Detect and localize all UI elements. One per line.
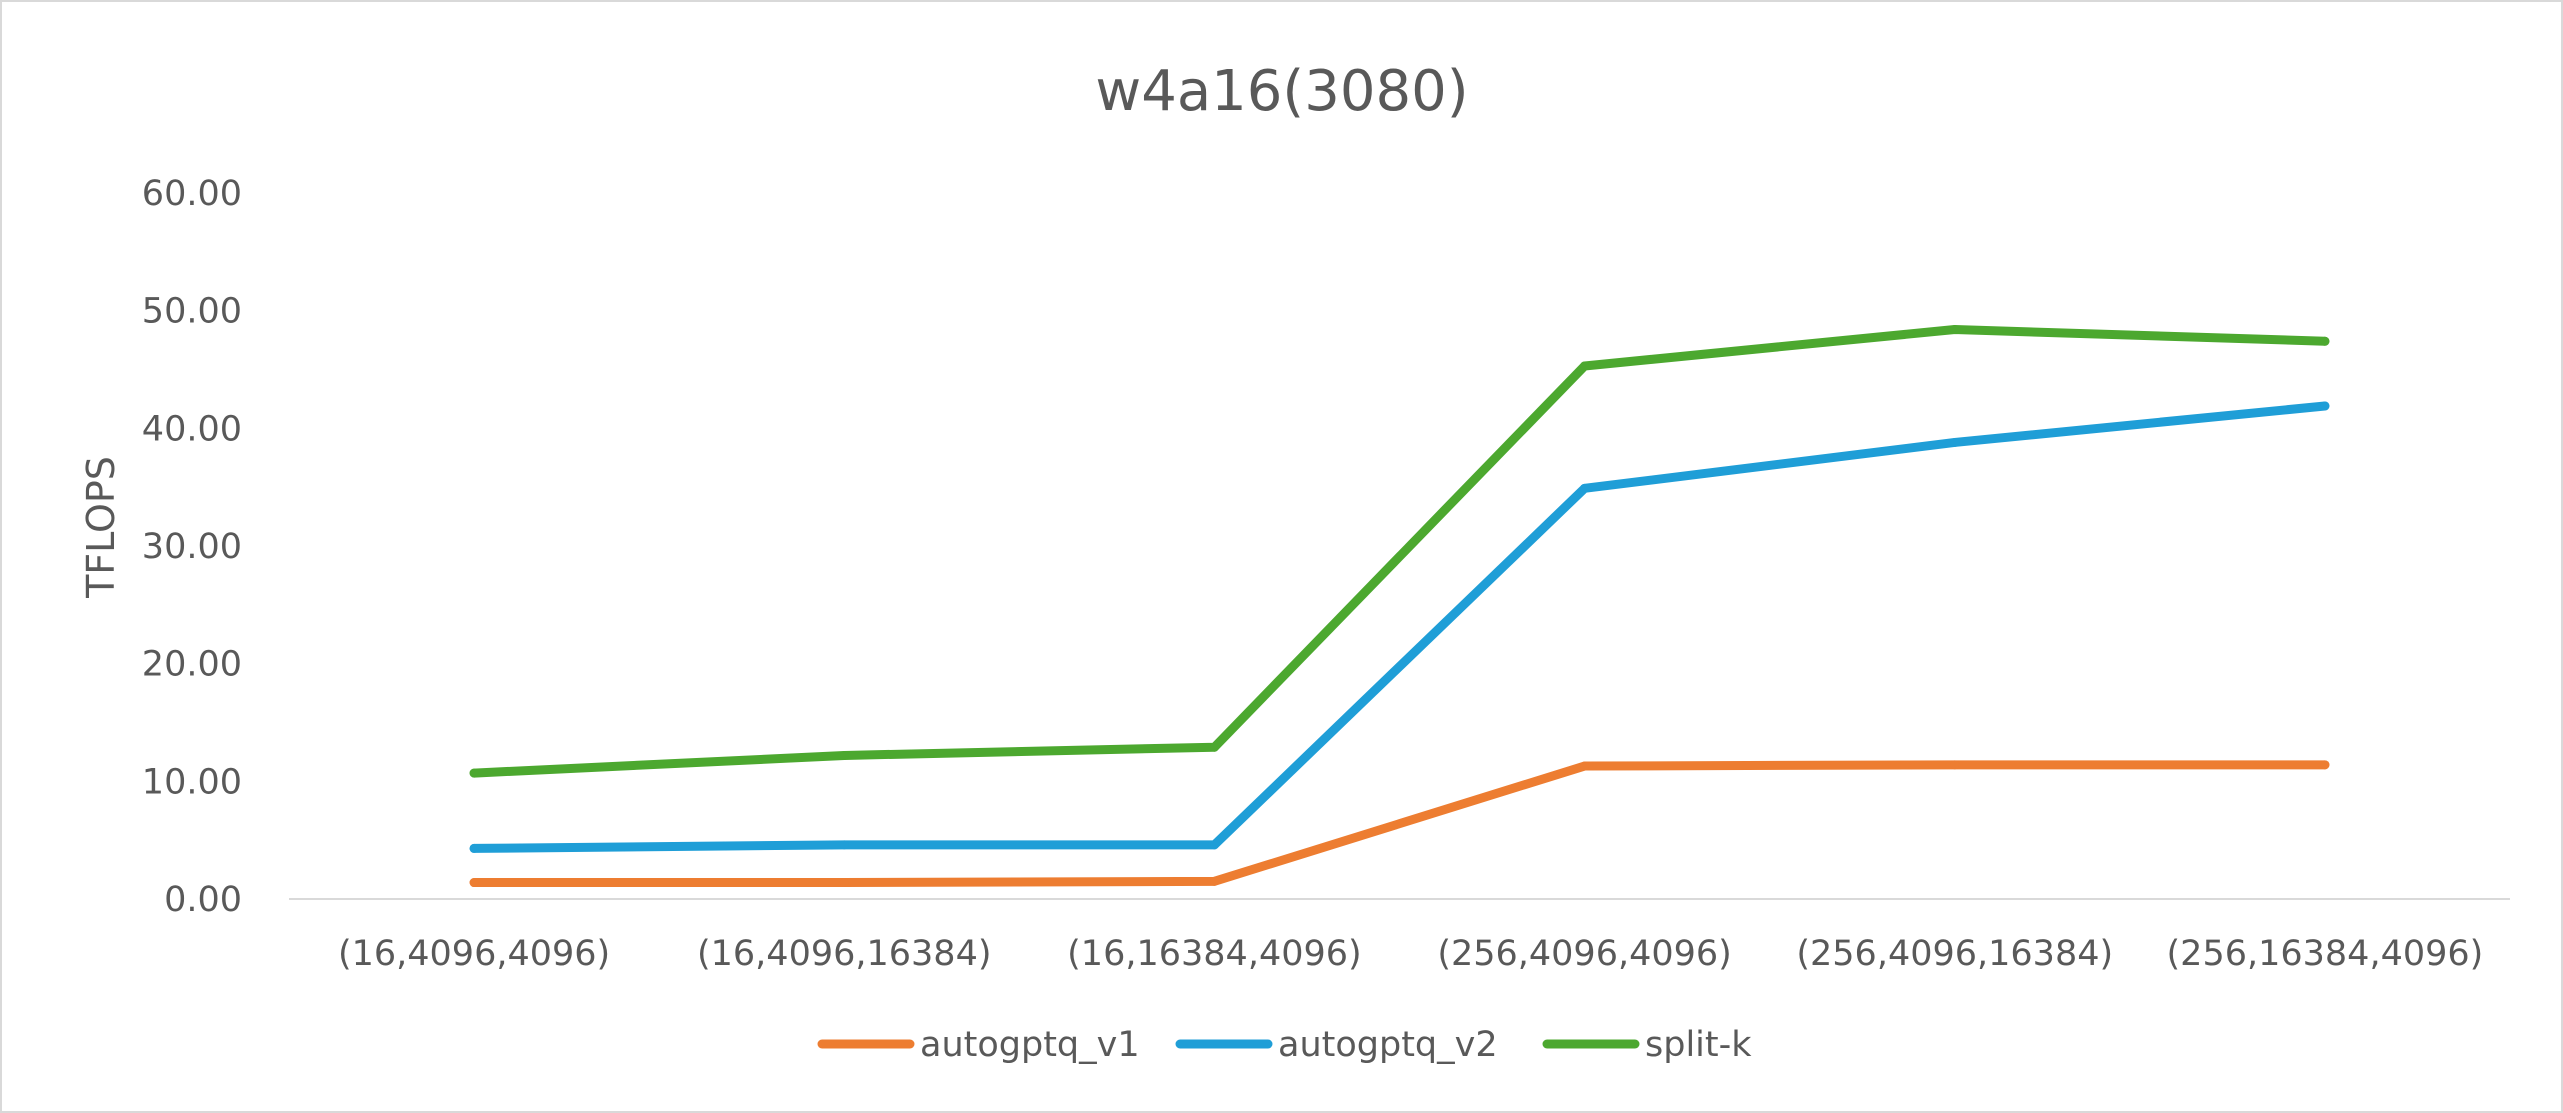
y-tick-label: 20.00: [142, 645, 242, 685]
y-axis-title: TFLOPS: [79, 456, 123, 599]
x-tick-label: (256,16384,4096): [2167, 934, 2484, 974]
legend: autogptq_v1 autogptq_v2 split-k: [817, 1025, 1752, 1065]
data-point-autogptq_v2: [2320, 401, 2330, 411]
y-tick-label: 10.00: [142, 762, 242, 802]
y-tick-label: 50.00: [142, 292, 242, 332]
data-point-autogptq_v1: [2320, 760, 2330, 770]
series-line-autogptq_v1: [469, 760, 2330, 888]
x-tick-labels: (16,4096,4096) (16,4096,16384) (16,16384,4…: [338, 934, 2483, 974]
data-point-autogptq_v1: [1950, 760, 1960, 770]
y-tick-label: 0.00: [164, 880, 242, 920]
legend-item-autogptq_v1: autogptq_v1: [817, 1025, 1140, 1065]
y-tick-label: 30.00: [142, 527, 242, 567]
data-point-autogptq_v1: [1209, 876, 1219, 886]
data-point-autogptq_v2: [1950, 437, 1960, 447]
data-point-autogptq_v2: [469, 843, 479, 853]
series-line-split-k: [469, 324, 2330, 778]
x-tick-label: (16,16384,4096): [1067, 934, 1362, 974]
data-point-autogptq_v2: [839, 840, 849, 850]
legend-item-autogptq_v2: autogptq_v2: [1175, 1025, 1498, 1065]
data-point-split-k: [469, 768, 479, 778]
legend-label: autogptq_v1: [920, 1025, 1140, 1065]
legend-label: split-k: [1645, 1025, 1752, 1065]
data-point-autogptq_v2: [1209, 840, 1219, 850]
x-tick-label: (256,4096,4096): [1437, 934, 1732, 974]
data-point-autogptq_v1: [839, 878, 849, 888]
legend-item-split-k: split-k: [1542, 1025, 1752, 1065]
y-tick-label: 60.00: [142, 174, 242, 214]
data-point-autogptq_v2: [1580, 483, 1590, 493]
x-tick-label: (256,4096,16384): [1796, 934, 2113, 974]
data-point-split-k: [1580, 361, 1590, 371]
data-point-split-k: [1950, 324, 1960, 334]
legend-label: autogptq_v2: [1278, 1025, 1498, 1065]
data-point-autogptq_v1: [1580, 761, 1590, 771]
data-point-autogptq_v1: [469, 878, 479, 888]
series-line-autogptq_v2: [469, 401, 2330, 853]
y-tick-label: 40.00: [142, 409, 242, 449]
x-tick-label: (16,4096,16384): [697, 934, 992, 974]
y-tick-labels: 0.00 10.00 20.00 30.00 40.00 50.00 60.00: [142, 174, 242, 920]
x-tick-label: (16,4096,4096): [338, 934, 610, 974]
data-point-split-k: [1209, 742, 1219, 752]
data-point-split-k: [839, 750, 849, 760]
series-lines: [469, 324, 2330, 888]
data-point-split-k: [2320, 336, 2330, 346]
chart-title: w4a16(3080): [1095, 59, 1468, 124]
